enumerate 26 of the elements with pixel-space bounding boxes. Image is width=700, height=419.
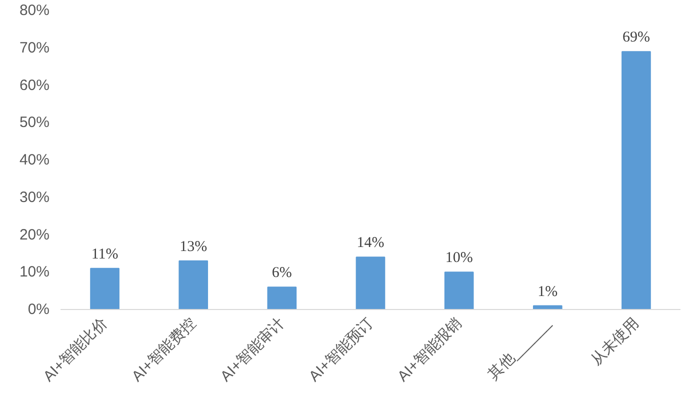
y-tick-label: 80% bbox=[19, 2, 50, 19]
data-label: 69% bbox=[622, 30, 650, 46]
data-label: 1% bbox=[538, 284, 558, 300]
data-label: 14% bbox=[356, 235, 384, 252]
y-tick-label: 10% bbox=[19, 264, 50, 281]
x-tick-label: AI+智能预订 bbox=[306, 314, 377, 386]
data-label: 13% bbox=[180, 238, 208, 255]
bar bbox=[267, 286, 297, 310]
bar bbox=[178, 260, 208, 310]
bar bbox=[444, 272, 474, 310]
x-tick-label: 从未使用 bbox=[588, 314, 642, 369]
y-tick-label: 70% bbox=[19, 39, 50, 56]
x-tick-label: AI+智能费控 bbox=[128, 314, 200, 386]
y-tick-label: 20% bbox=[19, 226, 50, 244]
data-label: 6% bbox=[272, 265, 292, 282]
x-tick-label: AI+智能报销 bbox=[394, 314, 466, 386]
x-tick-label: AI+智能审计 bbox=[217, 314, 288, 386]
data-label: 10% bbox=[445, 250, 473, 266]
y-tick-label: 40% bbox=[19, 152, 50, 168]
data-label: 11% bbox=[91, 246, 118, 262]
y-tick-label: 60% bbox=[19, 76, 50, 94]
y-tick-label: 50% bbox=[19, 114, 50, 132]
y-tick-label: 30% bbox=[19, 188, 50, 206]
bar bbox=[90, 268, 120, 310]
bar bbox=[622, 51, 651, 310]
bar bbox=[356, 256, 386, 310]
